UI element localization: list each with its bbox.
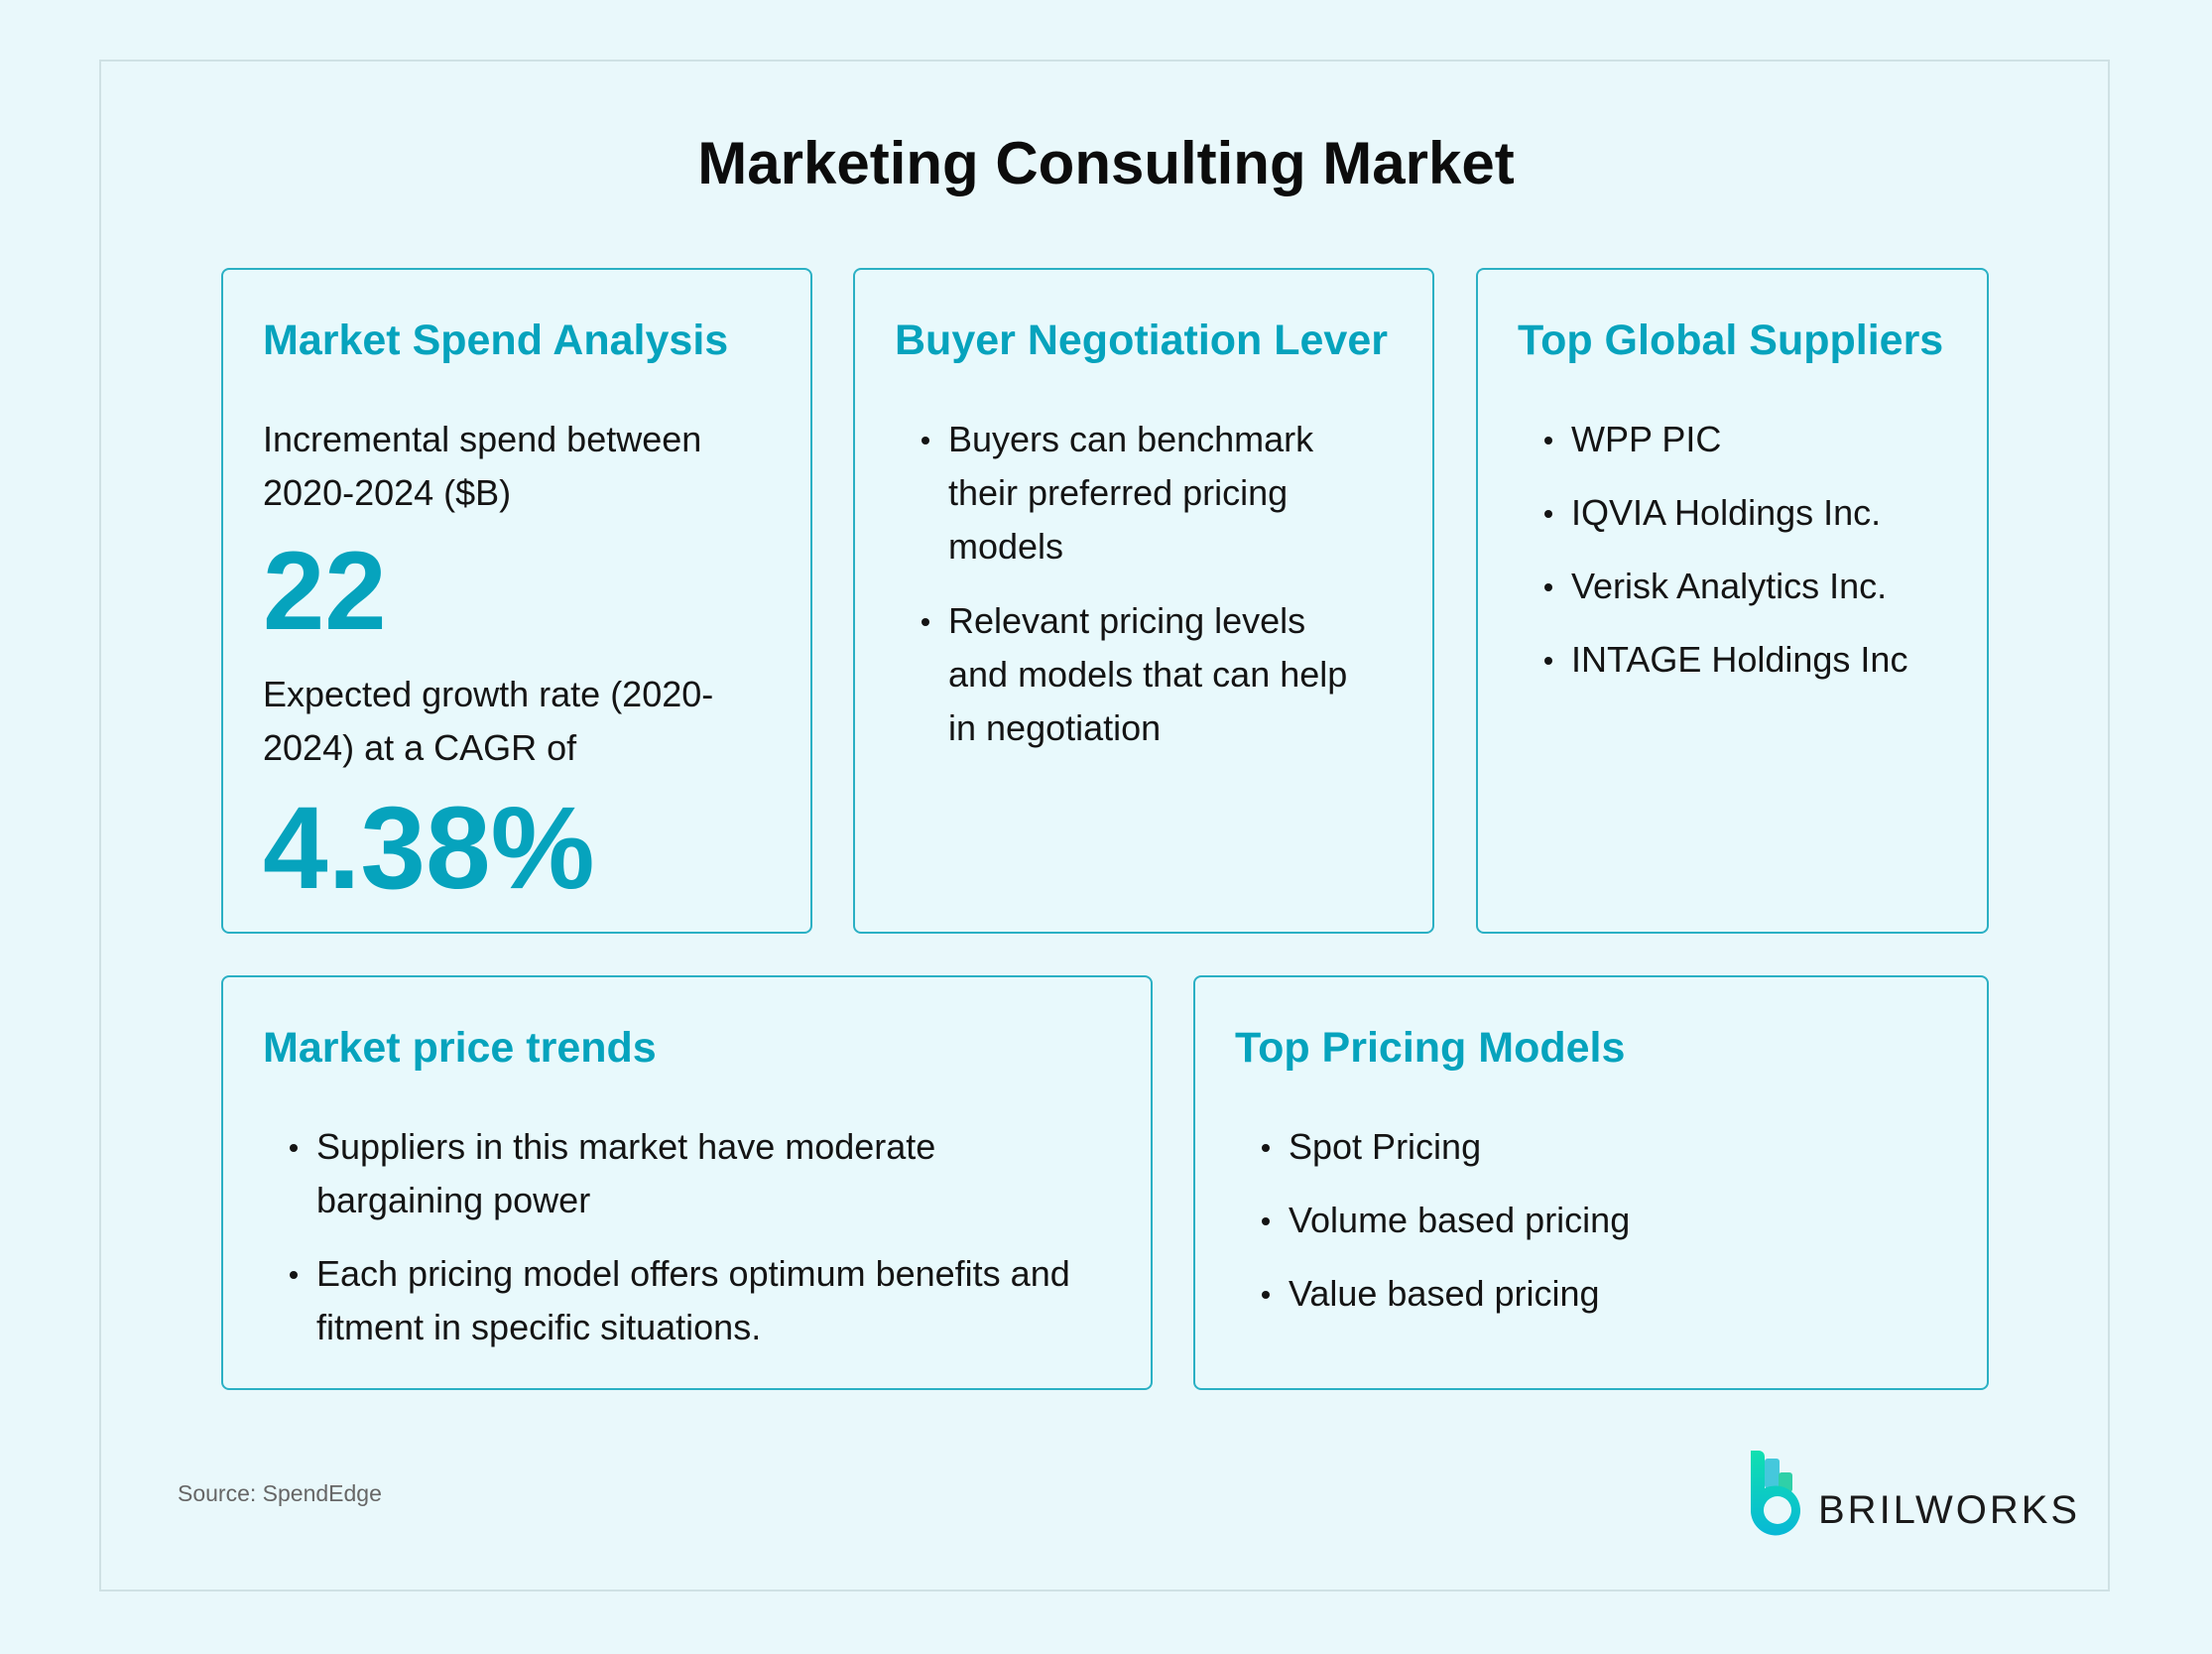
source-note: Source: SpendEdge <box>178 1480 382 1506</box>
negotiation-list: Buyers can benchmark their preferred pri… <box>895 413 1371 755</box>
brilworks-logo: BRILWORKS <box>1749 1449 2077 1538</box>
pricing-models-card: Top Pricing Models Spot Pricing Volume b… <box>1193 975 1989 1390</box>
market-spend-card: Market Spend Analysis Incremental spend … <box>221 268 812 934</box>
list-item: WPP PIC <box>1518 413 1957 466</box>
card-heading: Market price trends <box>263 1024 657 1072</box>
brilworks-b-logo-icon <box>1750 1451 1800 1536</box>
card-heading: Top Global Suppliers <box>1518 317 1944 364</box>
logo-text: BRILWORKS <box>1818 1488 2081 1532</box>
incremental-value: 22 <box>263 529 387 653</box>
buyer-negotiation-card: Buyer Negotiation Lever Buyers can bench… <box>853 268 1434 934</box>
card-heading: Market Spend Analysis <box>263 317 729 364</box>
list-item: INTAGE Holdings Inc <box>1518 633 1957 687</box>
list-item: Value based pricing <box>1235 1267 1957 1321</box>
card-heading: Buyer Negotiation Lever <box>895 317 1388 364</box>
growth-label: Expected growth rate (2020-2024) at a CA… <box>263 674 714 768</box>
list-item: Each pricing model offers optimum benefi… <box>263 1247 1076 1354</box>
growth-value: 4.38% <box>263 783 595 914</box>
infographic-frame <box>99 60 2110 1591</box>
list-item: Suppliers in this market have moderate b… <box>263 1120 1076 1227</box>
price-trends-card: Market price trends Suppliers in this ma… <box>221 975 1153 1390</box>
incremental-label: Incremental spend between 2020-2024 ($B) <box>263 419 702 513</box>
list-item: Volume based pricing <box>1235 1194 1957 1247</box>
list-item: Buyers can benchmark their preferred pri… <box>895 413 1371 573</box>
list-item: Relevant pricing levels and models that … <box>895 594 1371 755</box>
page-title: Marketing Consulting Market <box>697 130 1515 196</box>
list-item: Spot Pricing <box>1235 1120 1957 1174</box>
top-suppliers-card: Top Global Suppliers WPP PIC IQVIA Holdi… <box>1476 268 1989 934</box>
card-heading: Top Pricing Models <box>1235 1024 1626 1072</box>
list-item: IQVIA Holdings Inc. <box>1518 486 1957 540</box>
pricing-models-list: Spot Pricing Volume based pricing Value … <box>1235 1120 1957 1321</box>
price-trends-list: Suppliers in this market have moderate b… <box>263 1120 1076 1354</box>
suppliers-list: WPP PIC IQVIA Holdings Inc. Verisk Analy… <box>1518 413 1957 687</box>
list-item: Verisk Analytics Inc. <box>1518 560 1957 613</box>
